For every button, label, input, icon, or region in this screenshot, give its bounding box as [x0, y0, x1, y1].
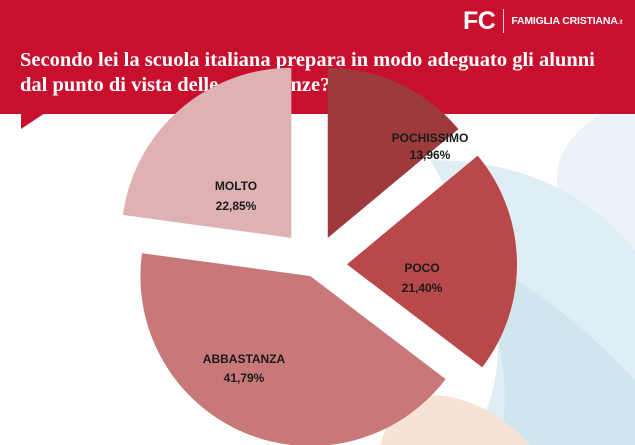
famiglia-cristiana-logo: FC FAMIGLIA CRISTIANA.it — [463, 6, 623, 36]
header-banner — [0, 0, 635, 114]
slice-label-pochissimo: POCHISSIMO — [392, 131, 469, 145]
slice-value-poco: 21,40% — [402, 281, 443, 295]
slice-label-poco: POCO — [404, 261, 439, 275]
slice-value-pochissimo: 13,96% — [410, 148, 451, 162]
pie-slice-pochissimo — [327, 67, 459, 238]
header-pointer — [21, 113, 45, 129]
logo-mark: FC — [463, 6, 496, 35]
pie-slice-poco — [346, 155, 517, 368]
logo-divider — [503, 9, 505, 33]
pie-slice-molto — [122, 67, 292, 238]
logo-brand-tld: .it — [617, 19, 623, 26]
slice-value-abbastanza: 41,79% — [224, 371, 265, 385]
slice-label-molto: MOLTO — [215, 179, 257, 193]
pie-slice-abbastanza — [140, 253, 446, 445]
logo-brand-name: FAMIGLIA CRISTIANA — [511, 15, 618, 27]
slice-label-abbastanza: ABBASTANZA — [203, 352, 286, 366]
logo-brand: FAMIGLIA CRISTIANA.it — [511, 15, 622, 27]
slice-value-molto: 22,85% — [216, 199, 257, 213]
